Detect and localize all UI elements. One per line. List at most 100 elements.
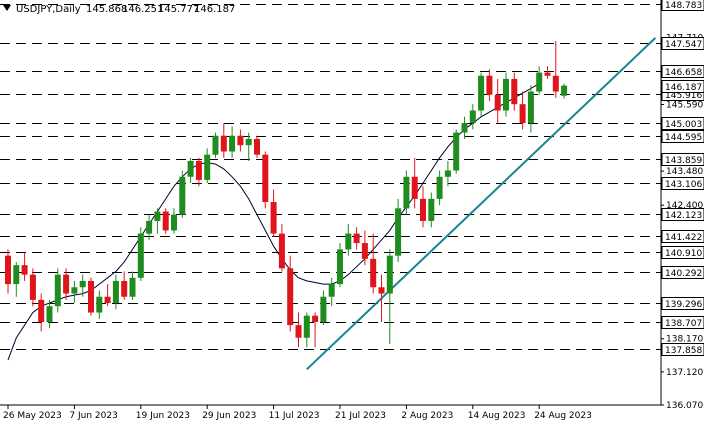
- candle-body-bull: [54, 274, 61, 307]
- x-tick-label: 21 Jul 2023: [335, 411, 386, 421]
- candle-body-bear: [552, 75, 559, 92]
- candle-body-bull: [112, 280, 119, 304]
- y-tick-label: 136.070: [666, 401, 703, 411]
- candle-body-bull: [204, 154, 211, 180]
- candle-body-bull: [453, 132, 460, 171]
- level-label-box: [661, 37, 704, 50]
- candle-body-bull: [46, 306, 53, 322]
- level-label: 140.292: [665, 269, 702, 279]
- candle-body-bull: [245, 138, 252, 146]
- y-tick-label: 138.170: [666, 335, 703, 345]
- candle-body-bear: [121, 280, 128, 297]
- level-label-box: [661, 246, 704, 259]
- collapse-triangle-icon[interactable]: [3, 5, 11, 11]
- x-tick-label: 14 Aug 2023: [468, 411, 526, 421]
- candle-body-bear: [544, 72, 551, 76]
- candle-body-bull: [129, 277, 136, 297]
- candle-body-bear: [29, 274, 36, 300]
- candle-body-bull: [96, 296, 103, 313]
- header-open: 145.868: [86, 4, 127, 15]
- candle-body-bull: [146, 220, 153, 234]
- level-label-box: [661, 316, 704, 329]
- level-label: 145.003: [665, 120, 702, 130]
- candle-body-bull: [171, 214, 177, 231]
- candle-body-bull: [503, 78, 509, 111]
- candle-body-bull: [395, 208, 402, 256]
- candle-body-bull: [561, 85, 568, 96]
- candle-body-bull: [469, 110, 476, 124]
- header-symbol: USDJPY,Daily: [16, 4, 81, 15]
- candle-body-bull: [13, 265, 20, 285]
- candle-body-bull: [303, 315, 310, 338]
- candle-body-bear: [38, 299, 45, 322]
- candle-body-bull: [187, 160, 194, 177]
- level-label: 137.858: [665, 346, 702, 356]
- header-high: 146.251: [122, 4, 163, 15]
- candle-body-bull: [403, 176, 410, 209]
- level-label: 142.123: [665, 211, 702, 221]
- level-label-box: [661, 208, 704, 221]
- candle-body-bear: [254, 138, 260, 155]
- trendline: [306, 37, 657, 371]
- x-tick-label: 7 Jun 2023: [69, 411, 117, 421]
- candle-body-bear: [262, 154, 269, 203]
- level-label-box: [661, 0, 704, 11]
- candle-body-bear: [353, 233, 360, 244]
- header-low: 145.777: [158, 4, 199, 15]
- x-tick-label: 19 Jun 2023: [136, 411, 190, 421]
- candle-body-bull: [137, 233, 144, 278]
- level-label-box: [661, 153, 704, 166]
- candle-body-bear: [88, 280, 94, 313]
- candle-body-bear: [220, 135, 227, 152]
- y-tick-label: 143.480: [666, 167, 703, 177]
- current-price-label: 146.187: [665, 83, 702, 93]
- level-label: 138.707: [665, 319, 702, 329]
- trendline-line: [306, 37, 657, 371]
- time-axis-ticks: 26 May 2023 7 Jun 2023 19 Jun 2023 29 Jun 2…: [3, 405, 592, 421]
- level-label: 143.106: [665, 180, 702, 190]
- candlesticks: [5, 41, 568, 348]
- candle-body-bear: [287, 268, 294, 326]
- candle-body-bull: [328, 284, 335, 297]
- x-tick-label: 11 Jul 2023: [269, 411, 320, 421]
- candle-body-bull: [386, 255, 393, 294]
- y-tick-label: 137.120: [666, 368, 703, 378]
- candle-body-bear: [63, 274, 70, 294]
- level-label: 148.783: [665, 1, 702, 11]
- candle-body-bear: [278, 233, 285, 269]
- candle-body-bear: [5, 255, 11, 285]
- level-label-box: [661, 130, 704, 143]
- candle-body-bear: [21, 265, 28, 275]
- level-label-box: [661, 177, 704, 190]
- candle-body-bull: [436, 176, 443, 199]
- x-tick-label: 29 Jun 2023: [202, 411, 256, 421]
- candle-body-bull: [229, 135, 236, 152]
- candle-body-bear: [104, 296, 111, 304]
- level-labels: 148.783 147.547 146.658 145.916 145.003 144.5…: [661, 0, 704, 356]
- level-label: 143.859: [665, 156, 702, 166]
- candle-body-bear: [370, 258, 377, 288]
- level-label: 147.547: [665, 40, 702, 50]
- x-tick-label: 2 Aug 2023: [401, 411, 453, 421]
- candle-body-bull: [345, 233, 352, 250]
- candle-body-bull: [79, 280, 86, 288]
- candle-body-bear: [195, 160, 202, 180]
- candle-body-bear: [494, 94, 501, 111]
- level-label: 141.422: [665, 233, 702, 243]
- level-label: 140.910: [665, 249, 702, 259]
- candle-body-bear: [270, 202, 277, 234]
- candle-body-bull: [527, 91, 534, 124]
- candle-body-bull: [428, 198, 435, 221]
- candle-body-bear: [411, 176, 418, 199]
- candle-body-bear: [519, 104, 526, 124]
- level-label: 144.595: [665, 133, 702, 143]
- level-label-box: [661, 230, 704, 243]
- x-tick-label: 24 Aug 2023: [534, 411, 592, 421]
- level-label-box: [661, 343, 704, 356]
- moving-average: [7, 83, 540, 361]
- candle-body-bull: [478, 75, 485, 111]
- candle-body-bear: [295, 325, 302, 338]
- candle-body-bull: [337, 249, 343, 285]
- level-label-box: [661, 117, 704, 130]
